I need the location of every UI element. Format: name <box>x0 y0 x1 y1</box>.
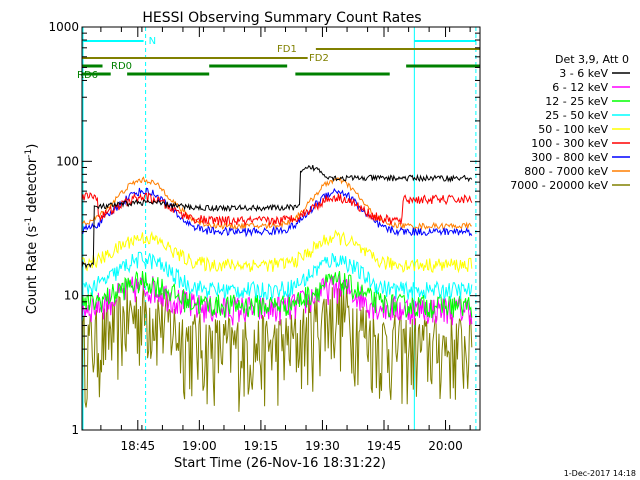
y-axis-label-sup2: -1 <box>24 149 34 158</box>
legend-label: 12 - 25 keV <box>545 95 608 108</box>
series-line <box>81 229 473 274</box>
x-tick-label: 19:30 <box>305 439 340 453</box>
legend-label: 100 - 300 keV <box>531 137 608 150</box>
x-axis-label: Start Time (26-Nov-16 18:31:22) <box>174 456 386 471</box>
legend-label: 25 - 50 keV <box>545 109 608 122</box>
series-line <box>81 176 472 231</box>
y-tick-label: 100 <box>56 154 79 168</box>
y-tick-label: 10 <box>64 289 79 303</box>
chart-title: HESSI Observing Summary Count Rates <box>142 10 421 26</box>
plot-frame <box>81 26 481 431</box>
series-line <box>81 191 473 227</box>
x-tick-label: 19:45 <box>367 439 402 453</box>
legend-header: Det 3,9, Att 0 <box>555 53 629 66</box>
series-line <box>81 283 473 412</box>
series-line <box>81 270 473 319</box>
timestamp: 1-Dec-2017 14:18 <box>564 469 636 478</box>
y-tick-label: 1000 <box>48 20 79 34</box>
series-line <box>81 274 473 326</box>
series-line <box>81 164 473 270</box>
legend-label: 7000 - 20000 keV <box>510 179 608 192</box>
legend-label: 6 - 12 keV <box>552 81 608 94</box>
legend-label: 3 - 6 keV <box>559 67 608 80</box>
y-axis-label-sup1: -1 <box>24 217 34 226</box>
series-line <box>81 251 473 301</box>
x-tick-label: 18:45 <box>121 439 156 453</box>
x-tick-label: 19:00 <box>182 439 217 453</box>
y-tick-label: 1 <box>71 423 79 437</box>
x-tick-label: 20:00 <box>428 439 463 453</box>
axes: 1 10 100 1000 18:45 19:00 19:15 19:30 19:45 20:00 <box>48 20 480 453</box>
rd0-label: RD0 <box>111 61 132 72</box>
fd1-label: FD1 <box>277 44 297 55</box>
night-label: N <box>149 36 156 47</box>
plot-area: N FD1 FD2 RD0 RD6 <box>77 27 480 430</box>
legend-label: 300 - 800 keV <box>531 151 608 164</box>
y-axis-label: Count Rate (s-1 detector-1) <box>24 144 40 315</box>
legend-label: 50 - 100 keV <box>538 123 608 136</box>
legend-label: 800 - 7000 keV <box>524 165 608 178</box>
fd2-label: FD2 <box>309 53 329 64</box>
series-line <box>81 187 473 238</box>
x-tick-label: 19:15 <box>244 439 279 453</box>
rd6-label: RD6 <box>77 70 98 81</box>
